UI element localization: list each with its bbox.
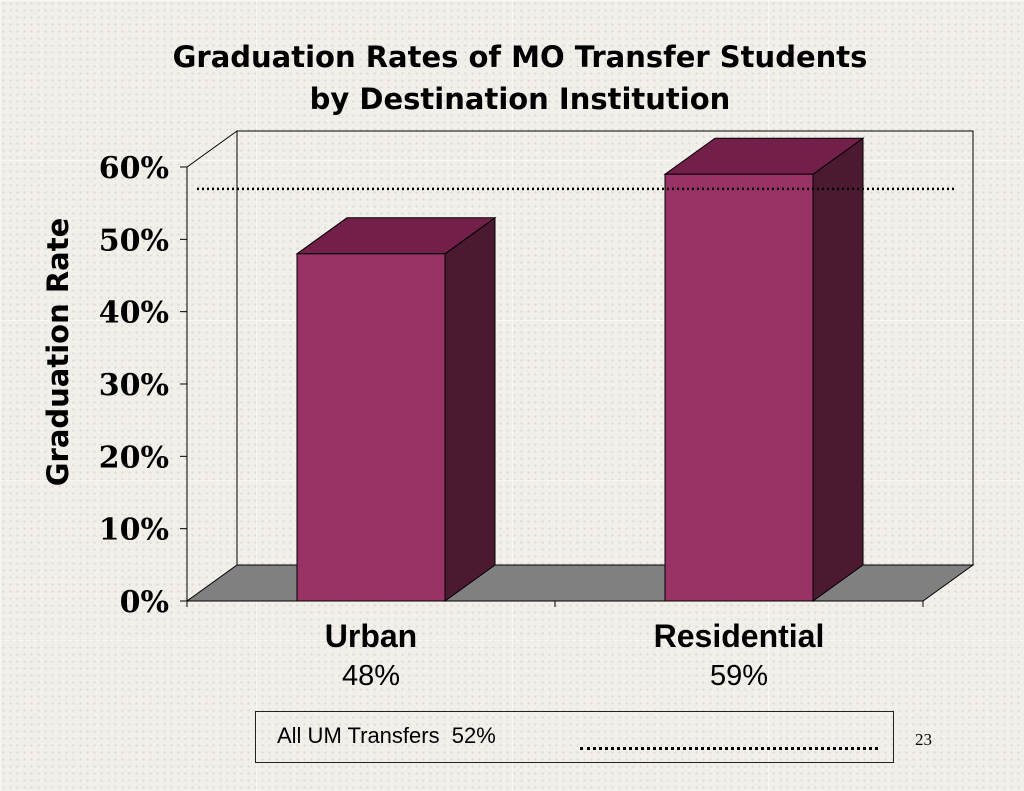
chart-title-line-1: Graduation Rates of MO Transfer Students xyxy=(172,40,868,74)
legend-dotted-line xyxy=(580,747,878,750)
bar-front-face xyxy=(296,253,446,602)
category-label-residential: Residential xyxy=(653,618,825,654)
chart-bars xyxy=(197,137,955,602)
chart-title-line-2: by Destination Institution xyxy=(309,82,731,116)
category-label-urban: Urban xyxy=(324,618,418,654)
category-value-residential: 59% xyxy=(709,660,769,692)
y-tick-label: 50% xyxy=(99,223,169,258)
y-tick-label: 10% xyxy=(99,513,169,548)
y-tick-label: 60% xyxy=(99,151,169,186)
y-tick-label: 20% xyxy=(99,440,169,475)
y-tick-label: 40% xyxy=(99,296,169,331)
bar-residential xyxy=(663,137,865,602)
chart-left-wall-edge xyxy=(186,130,238,168)
y-axis-ticks: 0% 10% 20% 30% 40% 50% 60% xyxy=(99,151,187,620)
y-tick-label: 0% xyxy=(120,585,169,620)
chart-title: Graduation Rates of MO Transfer Students… xyxy=(0,36,1024,120)
y-tick-label: 30% xyxy=(99,368,169,403)
category-value-urban: 48% xyxy=(341,660,401,692)
legend-box: All UM Transfers 52% xyxy=(255,711,894,763)
legend-label: All UM Transfers 52% xyxy=(277,723,496,748)
chart-back-wall xyxy=(236,130,974,565)
bar-side-face xyxy=(444,216,496,602)
bar-front-face xyxy=(664,173,814,602)
bar-side-face xyxy=(812,137,864,602)
bar-urban xyxy=(295,216,497,602)
slide-number: 23 xyxy=(915,730,932,749)
